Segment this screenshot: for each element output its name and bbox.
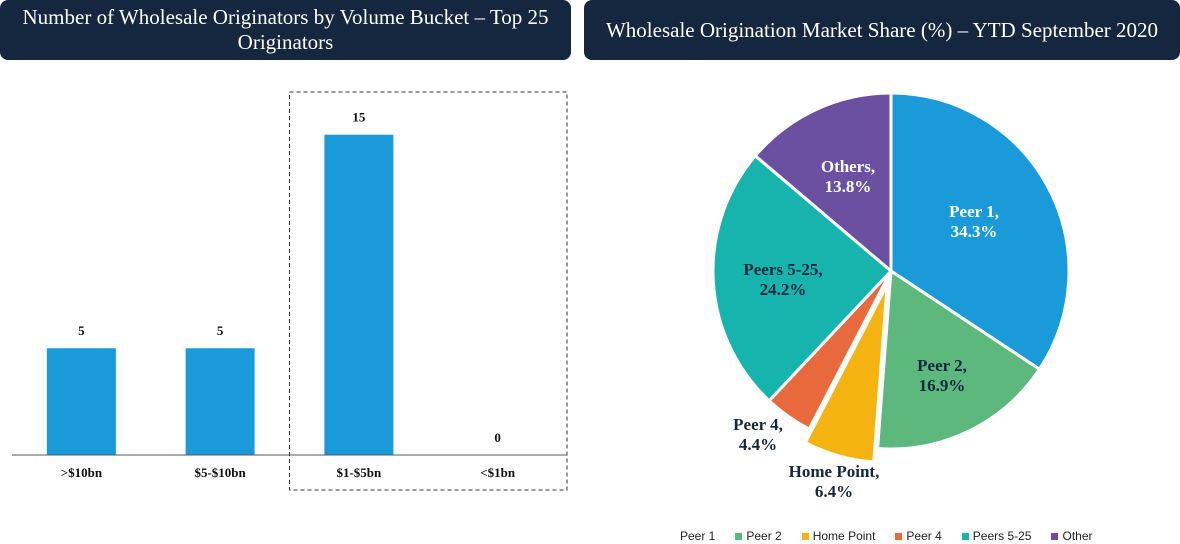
pie-slice-peer-4: [767, 269, 893, 431]
pie-label-value-home-point: 6.4%: [815, 482, 853, 501]
legend-label-3: Peer 4: [906, 529, 942, 543]
pie-chart-title-text: Wholesale Origination Market Share (%) –…: [605, 17, 1159, 42]
pie-slice-others: [753, 91, 893, 273]
bar-value-label-0: 5: [78, 323, 85, 338]
pie-label-value-others: 13.8%: [825, 177, 872, 196]
legend-label-5: Other: [1062, 529, 1093, 543]
legend-swatch-2: [801, 532, 809, 540]
legend-swatch-1: [735, 532, 743, 540]
legend-item-5: Other: [1051, 529, 1093, 543]
bar-value-label-3: 0: [494, 430, 501, 445]
pie-label-name-others: Others,: [821, 157, 875, 176]
bar-category-label-1: $5-$10bn: [194, 465, 246, 480]
bar-chart: 5 >$10bn 5 $5-$10bn 15 $1-$5bn 0 <$1bn: [12, 91, 568, 491]
legend-swatch-5: [1051, 532, 1059, 540]
legend-item-0: Peer 1: [680, 529, 715, 543]
bar-category-label-2: $1-$5bn: [336, 465, 382, 480]
highlight-box: [289, 91, 568, 491]
bar-value-label-2: 15: [352, 110, 366, 125]
pie-label-value-peer-1: 34.3%: [951, 222, 998, 241]
pie-slice-peer-2: [876, 269, 1041, 451]
legend-swatch-4: [961, 532, 969, 540]
legend-item-2: Home Point: [801, 529, 876, 543]
pie-chart-title: Wholesale Origination Market Share (%) –…: [584, 0, 1180, 60]
pie-slice-home-point: [803, 282, 889, 464]
pie-label-value-peer-2: 16.9%: [919, 376, 966, 395]
pie-label-value-peers-5-25: 24.2%: [760, 280, 807, 299]
pie-label-value-peer-4: 4.4%: [739, 435, 777, 454]
pie-slice-peer-1: [889, 91, 1071, 371]
pie-slice-peers-5-25: [711, 154, 893, 403]
pie-legend: Peer 1 Peer 2 Home Point Peer 4 Peers 5-25 Ot…: [680, 528, 1093, 544]
pie-label-name-peer-2: Peer 2,: [917, 356, 967, 375]
legend-label-0: Peer 1: [680, 529, 716, 543]
bar-category-label-0: >$10bn: [61, 465, 103, 480]
legend-item-3: Peer 4: [895, 529, 942, 543]
legend-label-2: Home Point: [812, 529, 876, 543]
legend-swatch-3: [895, 532, 903, 540]
bar-chart-title-text: Number of Wholesale Originators by Volum…: [22, 5, 549, 54]
bar-0: [46, 348, 116, 455]
legend-item-4: Peers 5-25: [961, 529, 1032, 543]
bar-1: [185, 348, 255, 455]
bar-category-label-3: <$1bn: [480, 465, 516, 480]
legend-label-1: Peer 2: [746, 529, 782, 543]
pie-label-name-home-point: Home Point,: [789, 462, 880, 481]
legend-item-1: Peer 2: [735, 529, 782, 543]
bar-value-label-1: 5: [217, 323, 224, 338]
bar-chart-title: Number of Wholesale Originators by Volum…: [0, 0, 571, 60]
pie-label-name-peer-1: Peer 1,: [949, 202, 999, 221]
pie-label-name-peers-5-25: Peers 5-25,: [743, 260, 822, 279]
legend-label-4: Peers 5-25: [972, 529, 1032, 543]
pie-label-name-peer-4: Peer 4,: [733, 415, 783, 434]
bar-2: [324, 134, 394, 456]
